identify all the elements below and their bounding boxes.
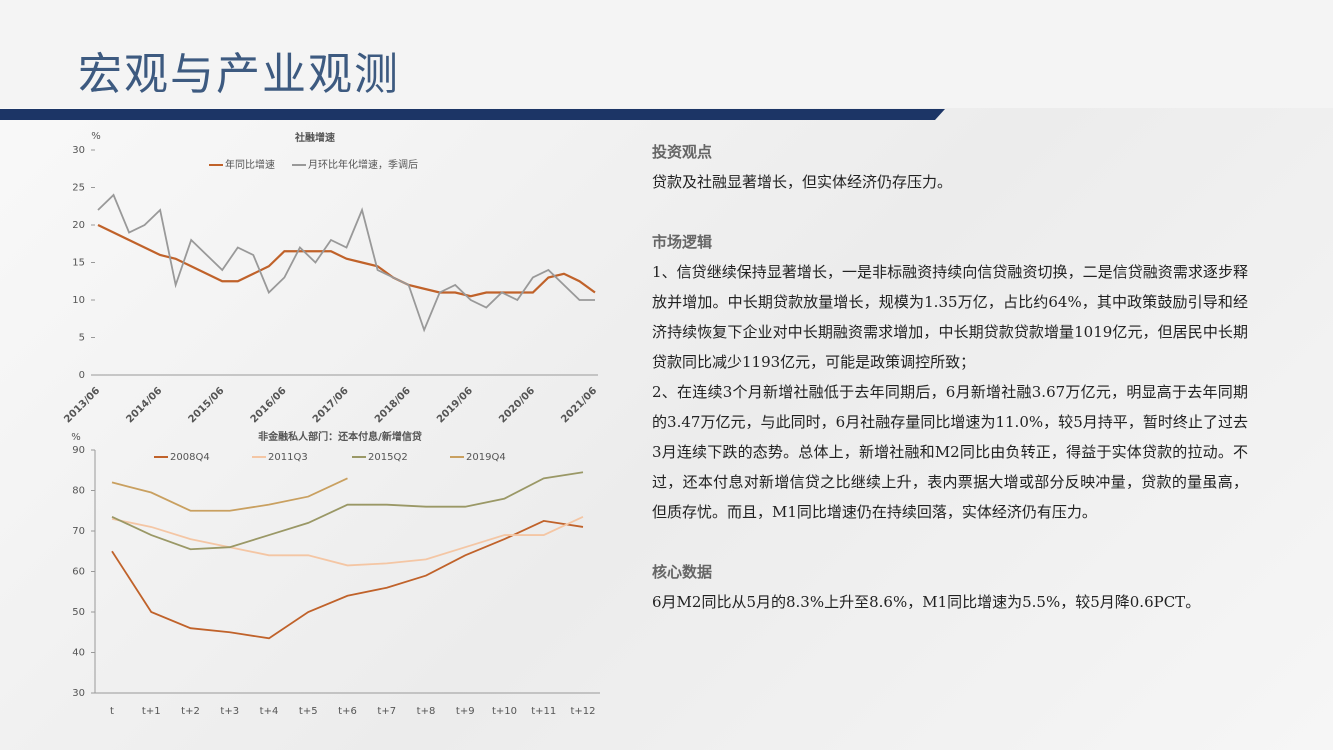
y-tick-label: 0 [79, 370, 85, 381]
legend-label: 2011Q3 [268, 452, 308, 463]
y-tick-label: 50 [72, 607, 85, 618]
section-heading: 投资观点 [652, 143, 713, 161]
x-tick-label: t+11 [531, 706, 556, 717]
chart-title: 社融增速 [294, 131, 335, 144]
y-tick-label: 80 [72, 486, 85, 497]
paragraph: 贷款及社融显著增长，但实体经济仍存压力。 [652, 173, 953, 191]
x-tick-label: 2021/06 [559, 385, 599, 425]
y-tick-label: 70 [72, 526, 85, 537]
x-tick-label: 2014/06 [124, 385, 164, 425]
paragraph: 6月M2同比从5月的8.3%上升至8.6%，M1同比增速为5.5%，较5月降0.… [652, 593, 1201, 611]
line-series [111, 471, 584, 551]
charts: 社融增速% 0 5 10 15 20 25 30 2013/06 2014/06 2015/06 20… [62, 131, 600, 717]
x-tick-label: 2020/06 [497, 385, 537, 425]
line-series [111, 516, 584, 567]
x-tick-label: 2013/06 [62, 385, 102, 425]
line-series [111, 477, 348, 512]
chart-title: 非金融私人部门：还本付息/新增信贷 [258, 430, 422, 443]
x-tick-label: 2016/06 [249, 385, 289, 425]
x-tick-label: 2018/06 [373, 385, 413, 425]
y-tick-label: 40 [72, 648, 85, 659]
y-unit: % [91, 131, 101, 142]
legend-label: 月环比年化增速，季调后 [308, 158, 418, 171]
slide-title: 宏观与产业观测 [78, 49, 400, 100]
y-tick-label: 30 [72, 688, 85, 699]
legend-label: 2015Q2 [368, 452, 408, 463]
x-tick-label: t+12 [570, 706, 595, 717]
x-tick-label: t+2 [181, 706, 200, 717]
x-tick-label: t+3 [220, 706, 239, 717]
header-band [0, 0, 1333, 108]
x-tick-label: t+9 [456, 706, 475, 717]
header-rule [0, 109, 945, 120]
x-tick-label: t+4 [260, 706, 279, 717]
x-tick-label: t+7 [377, 706, 396, 717]
line-series [97, 193, 595, 333]
x-tick-label: 2019/06 [435, 385, 475, 425]
legend-label: 2019Q4 [466, 452, 506, 463]
section-heading: 核心数据 [652, 563, 713, 581]
x-tick-label: t+5 [299, 706, 318, 717]
paragraph: 1、信贷继续保持显著增长，一是非标融资持续向信贷融资切换，二是信贷融资需求逐步释… [652, 263, 1248, 371]
x-tick-label: t+6 [338, 706, 357, 717]
y-tick-label: 15 [72, 258, 85, 269]
y-tick-label: 25 [72, 183, 85, 194]
x-tick-label: t+10 [492, 706, 517, 717]
x-tick-label: t+8 [417, 706, 436, 717]
y-tick-label: 90 [72, 445, 85, 456]
line-series [111, 519, 584, 640]
y-tick-label: 10 [72, 295, 85, 306]
legend-label: 年同比增速 [225, 158, 275, 171]
y-unit: % [71, 432, 81, 443]
section: 市场逻辑 1、信贷继续保持显著增长，一是非标融资持续向信贷融资切换，二是信贷融资需… [652, 227, 1248, 527]
y-tick-label: 60 [72, 567, 85, 578]
section-heading: 市场逻辑 [652, 233, 713, 251]
y-tick-label: 5 [79, 333, 85, 344]
text-panel: 投资观点贷款及社融显著增长，但实体经济仍存压力。 市场逻辑 1、信贷继续保持显著增长… [652, 137, 1248, 647]
paragraph: 2、在连续3个月新增社融低于去年同期后，6月新增社融3.67万亿元，明显高于去年… [652, 383, 1248, 521]
x-tick-label: 2017/06 [311, 385, 351, 425]
x-tick-label: t [110, 706, 114, 717]
x-tick-label: t+1 [142, 706, 161, 717]
legend-label: 2008Q4 [170, 452, 210, 463]
section: 投资观点贷款及社融显著增长，但实体经济仍存压力。 [652, 137, 1248, 197]
x-tick-label: 2015/06 [187, 385, 227, 425]
line-series [97, 224, 596, 298]
section: 核心数据 6月M2同比从5月的8.3%上升至8.6%，M1同比增速为5.5%，较5… [652, 557, 1248, 617]
y-tick-label: 20 [72, 220, 85, 231]
y-tick-label: 30 [72, 145, 85, 156]
